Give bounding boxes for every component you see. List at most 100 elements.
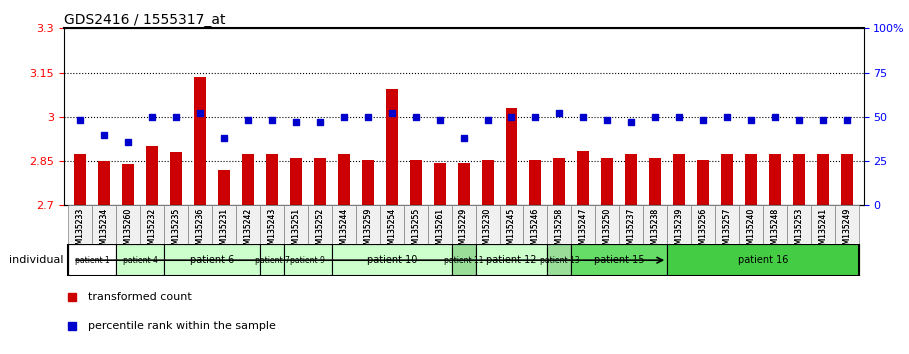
Text: GSM135232: GSM135232 <box>148 207 156 253</box>
FancyBboxPatch shape <box>116 205 140 248</box>
Text: GSM135254: GSM135254 <box>387 207 396 254</box>
Text: GSM135229: GSM135229 <box>459 207 468 253</box>
Bar <box>146 146 158 205</box>
Text: GSM135236: GSM135236 <box>195 207 205 254</box>
Text: GSM135238: GSM135238 <box>651 207 660 253</box>
Text: GSM135233: GSM135233 <box>75 207 85 254</box>
FancyBboxPatch shape <box>332 205 355 248</box>
Bar <box>314 158 326 205</box>
FancyBboxPatch shape <box>547 244 572 276</box>
Text: GSM135234: GSM135234 <box>100 207 109 254</box>
FancyBboxPatch shape <box>667 205 691 248</box>
FancyBboxPatch shape <box>452 244 475 276</box>
Bar <box>674 154 685 205</box>
FancyBboxPatch shape <box>260 205 284 248</box>
Text: GSM135239: GSM135239 <box>674 207 684 254</box>
Text: GSM135238: GSM135238 <box>651 207 660 253</box>
Text: GSM135230: GSM135230 <box>483 207 492 254</box>
Bar <box>769 154 781 205</box>
Text: GSM135230: GSM135230 <box>483 207 492 254</box>
Text: patient 4: patient 4 <box>123 256 157 265</box>
FancyBboxPatch shape <box>691 205 715 248</box>
FancyBboxPatch shape <box>452 205 475 248</box>
Text: GSM135240: GSM135240 <box>746 207 755 254</box>
Bar <box>482 160 494 205</box>
Text: GSM135247: GSM135247 <box>579 207 588 254</box>
Text: GSM135254: GSM135254 <box>387 207 396 254</box>
Text: GSM135240: GSM135240 <box>746 207 755 254</box>
Text: patient 16: patient 16 <box>738 255 788 265</box>
Text: GSM135261: GSM135261 <box>435 207 445 253</box>
FancyBboxPatch shape <box>165 205 188 248</box>
Text: GSM135242: GSM135242 <box>244 207 253 253</box>
Text: GSM135237: GSM135237 <box>626 207 635 254</box>
Text: GSM135253: GSM135253 <box>794 207 804 254</box>
FancyBboxPatch shape <box>260 244 284 276</box>
Text: transformed count: transformed count <box>87 292 192 302</box>
Bar <box>385 89 398 205</box>
FancyBboxPatch shape <box>308 205 332 248</box>
Text: GSM135260: GSM135260 <box>124 207 133 254</box>
Text: GSM135243: GSM135243 <box>267 207 276 254</box>
Text: GSM135243: GSM135243 <box>267 207 276 254</box>
Text: GSM135256: GSM135256 <box>699 207 707 254</box>
Bar <box>362 160 374 205</box>
Text: patient 6: patient 6 <box>190 255 235 265</box>
Text: GSM135249: GSM135249 <box>843 207 852 254</box>
Text: GSM135231: GSM135231 <box>220 207 228 253</box>
Text: patient 13: patient 13 <box>540 256 579 265</box>
Text: GSM135242: GSM135242 <box>244 207 253 253</box>
FancyBboxPatch shape <box>404 205 427 248</box>
Bar <box>410 160 422 205</box>
FancyBboxPatch shape <box>667 244 859 276</box>
FancyBboxPatch shape <box>427 205 452 248</box>
FancyBboxPatch shape <box>619 205 644 248</box>
FancyBboxPatch shape <box>572 205 595 248</box>
Bar <box>290 158 302 205</box>
Text: GSM135261: GSM135261 <box>435 207 445 253</box>
Text: GSM135246: GSM135246 <box>531 207 540 254</box>
FancyBboxPatch shape <box>739 205 763 248</box>
Text: GSM135233: GSM135233 <box>75 207 85 254</box>
Bar <box>457 162 470 205</box>
Text: GSM135239: GSM135239 <box>674 207 684 254</box>
Text: GSM135252: GSM135252 <box>315 207 325 253</box>
Bar <box>601 158 614 205</box>
Text: GSM135232: GSM135232 <box>148 207 156 253</box>
Text: GSM135251: GSM135251 <box>292 207 301 253</box>
Text: GSM135260: GSM135260 <box>124 207 133 254</box>
Text: GSM135257: GSM135257 <box>723 207 732 254</box>
Text: GSM135229: GSM135229 <box>459 207 468 253</box>
Text: GSM135248: GSM135248 <box>771 207 779 253</box>
Text: GSM135241: GSM135241 <box>818 207 827 253</box>
Text: GSM135237: GSM135237 <box>626 207 635 254</box>
FancyBboxPatch shape <box>595 205 619 248</box>
FancyBboxPatch shape <box>68 205 93 248</box>
Text: GSM135244: GSM135244 <box>339 207 348 254</box>
Text: GSM135248: GSM135248 <box>771 207 779 253</box>
Bar <box>170 152 182 205</box>
Bar <box>721 154 733 205</box>
Text: GSM135258: GSM135258 <box>554 207 564 253</box>
Text: patient 12: patient 12 <box>486 255 536 265</box>
Bar <box>434 162 445 205</box>
Text: GSM135244: GSM135244 <box>339 207 348 254</box>
Text: percentile rank within the sample: percentile rank within the sample <box>87 321 275 331</box>
FancyBboxPatch shape <box>332 244 452 276</box>
Text: GSM135246: GSM135246 <box>531 207 540 254</box>
Bar <box>242 154 254 205</box>
Bar <box>649 158 661 205</box>
Text: GSM135235: GSM135235 <box>172 207 181 254</box>
Text: GSM135255: GSM135255 <box>411 207 420 254</box>
Text: GSM135251: GSM135251 <box>292 207 301 253</box>
Text: GSM135257: GSM135257 <box>723 207 732 254</box>
Bar <box>123 164 135 205</box>
FancyBboxPatch shape <box>236 205 260 248</box>
Text: patient 1: patient 1 <box>75 256 110 265</box>
FancyBboxPatch shape <box>284 244 332 276</box>
Bar <box>266 154 278 205</box>
Text: patient 7: patient 7 <box>255 256 289 265</box>
Bar <box>218 170 230 205</box>
Bar <box>75 154 86 205</box>
Text: GSM135250: GSM135250 <box>603 207 612 254</box>
